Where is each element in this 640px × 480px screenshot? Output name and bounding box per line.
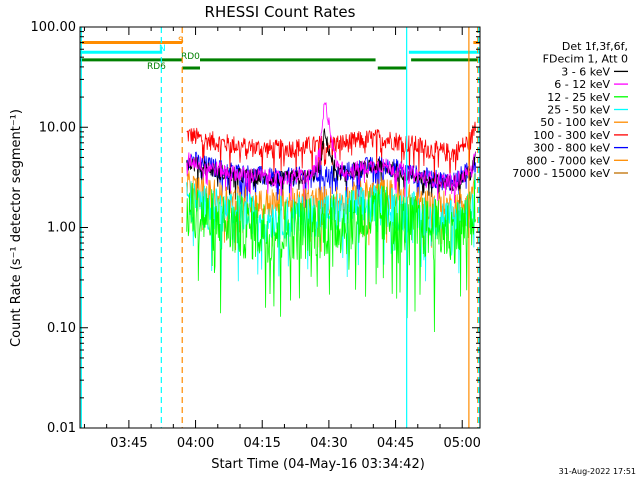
chart-title: RHESSI Count Rates — [205, 3, 356, 21]
series-layer — [186, 101, 476, 333]
legend-label-50-100-kev: 50 - 100 keV — [540, 116, 610, 129]
y-tick-label: 100.00 — [31, 20, 77, 35]
y-tick-label: 0.01 — [47, 421, 76, 436]
x-tick-label: 04:00 — [177, 436, 214, 451]
x-tick-label: 04:15 — [243, 436, 280, 451]
y-tick-label: 1.00 — [47, 221, 76, 236]
flag-label-n: N — [159, 44, 166, 54]
y-tick-label: 0.10 — [47, 321, 76, 336]
axes-layer: 100.00 10.00 1.00 0.10 0.01 03:45 04:00 04:15 04… — [31, 20, 481, 451]
legend-label-7000-15000-kev: 7000 - 15000 keV — [512, 167, 610, 180]
legend-label-3-6-kev: 3 - 6 keV — [561, 65, 610, 78]
flag-label-rd6: RD6 — [147, 62, 166, 72]
legend-label-300-800-kev: 300 - 800 keV — [533, 142, 610, 155]
series-12-25-kev — [186, 179, 476, 333]
legend-label-6-12-kev: 6 - 12 keV — [554, 78, 610, 91]
x-axis-label: Start Time (04-May-16 03:34:42) — [211, 457, 425, 472]
legend-header-line: FDecim 1, Att 0 — [543, 53, 628, 66]
flag-label-s: S — [178, 36, 184, 46]
x-tick-label: 04:45 — [377, 436, 414, 451]
series-6-12-kev — [186, 101, 476, 204]
x-tick-label: 04:30 — [310, 436, 347, 451]
legend-label-25-50-kev: 25 - 50 keV — [547, 104, 610, 117]
legend-label-100-300-kev: 100 - 300 keV — [533, 129, 610, 142]
date-stamp: 31-Aug-2022 17:51 — [559, 467, 636, 476]
flag-label-rd0: RD0 — [181, 52, 200, 62]
flag-bars-layer: S N RD0 RD6 — [80, 36, 480, 72]
legend-label-800-7000-kev: 800 - 7000 keV — [526, 154, 610, 167]
legend-label-12-25-kev: 12 - 25 keV — [547, 91, 610, 104]
x-tick-label: 03:45 — [110, 436, 147, 451]
x-tick-label: 05:00 — [443, 436, 480, 451]
y-axis-label: Count Rate (s⁻¹ detector segment⁻¹) — [9, 109, 24, 347]
series-100-300-kev — [186, 121, 476, 183]
legend-header-line: Det 1f,3f,6f, — [562, 40, 628, 53]
y-tick-label: 10.00 — [39, 120, 76, 135]
